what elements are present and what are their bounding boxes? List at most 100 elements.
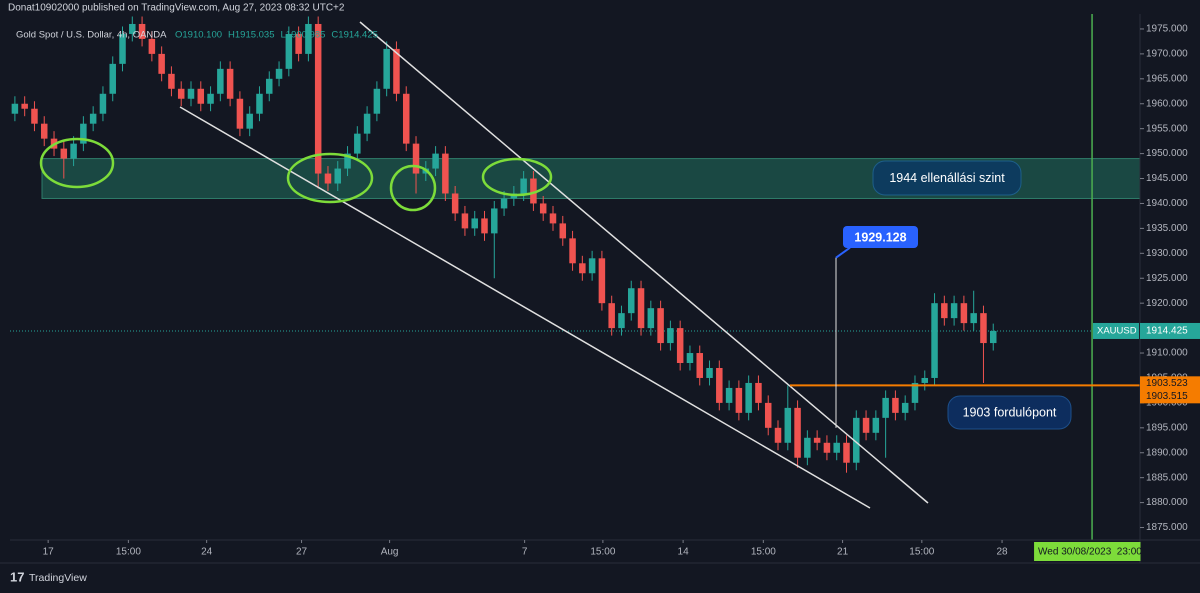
candle-body: [745, 382, 752, 413]
candle-body: [725, 387, 733, 403]
candle-body: [60, 148, 68, 159]
candle-body: [588, 258, 596, 274]
highlight-ellipse: [39, 137, 115, 189]
candle-body: [950, 303, 958, 319]
x-tick-label: 24: [201, 547, 213, 558]
candle-body: [236, 98, 244, 129]
x-tick-label: 15:00: [116, 547, 141, 558]
y-tick-label: 1910.000: [1146, 348, 1188, 359]
candle-body: [207, 93, 214, 104]
candle-body: [696, 353, 703, 378]
candle-body: [491, 208, 498, 234]
price-tag: [1140, 322, 1200, 339]
x-tick-label: 14: [678, 547, 690, 558]
candle-body: [598, 258, 606, 304]
logo-mark: 17: [10, 569, 24, 584]
symbol-tag: [1093, 322, 1139, 339]
candle-body: [823, 442, 831, 453]
axes: 1875.000 1880.000 1885.000 1890.000 1895.000…: [43, 24, 1200, 563]
candle-body: [275, 68, 283, 79]
candle-body: [941, 303, 948, 319]
candle-body: [158, 53, 165, 74]
zone-label-box: [872, 160, 1022, 196]
candle-body: [647, 308, 655, 329]
candle-body: [579, 263, 586, 274]
y-tick-label: 1935.000: [1146, 223, 1188, 234]
x-tick-label: 21: [837, 547, 849, 558]
candle-body: [980, 313, 987, 344]
level-tag-label: 1903.515: [1146, 391, 1188, 402]
x-tick-label: 15:00: [590, 547, 615, 558]
level-label: 1903 fordulópont: [963, 405, 1057, 419]
x-tick-label: Aug: [381, 547, 399, 558]
candle-body: [402, 93, 410, 144]
candle-body: [882, 397, 889, 418]
y-tick-label: 1975.000: [1146, 24, 1188, 35]
candle-body: [530, 178, 537, 204]
y-tick-label: 1945.000: [1146, 173, 1188, 184]
candle-body: [520, 178, 527, 194]
x-tick-label: 17: [43, 547, 55, 558]
candle-body: [70, 143, 77, 159]
candle-body: [363, 113, 371, 134]
candle-body: [549, 213, 557, 224]
candle-body: [99, 93, 107, 114]
y-tick-label: 1970.000: [1146, 49, 1188, 60]
candle-body: [256, 93, 263, 114]
candle-body: [138, 23, 146, 39]
candle-body: [295, 33, 302, 54]
candle-body: [921, 377, 929, 383]
candle-body: [706, 367, 713, 378]
measure-label: 1929.128: [854, 230, 906, 244]
candle-body: [217, 68, 224, 94]
candle-body: [931, 303, 938, 378]
candle-body: [266, 78, 273, 94]
candle-body: [383, 48, 390, 89]
candle-body: [412, 143, 420, 174]
y-tick-label: 1880.000: [1146, 497, 1188, 508]
level-tag: [1140, 376, 1200, 404]
candle-body: [735, 387, 743, 413]
x-tick-label: 28: [996, 547, 1008, 558]
candle-body: [373, 88, 381, 114]
y-tick-label: 1965.000: [1146, 73, 1188, 84]
y-tick-label: 1930.000: [1146, 248, 1188, 259]
candle-body: [960, 303, 968, 324]
candle-body: [31, 108, 38, 124]
candle-body: [813, 437, 821, 443]
candle-body: [794, 407, 801, 458]
candle-body: [80, 123, 87, 144]
candle-body: [451, 193, 459, 214]
candle-body: [764, 402, 772, 428]
candle-body: [862, 417, 870, 433]
plot-area: 1929.128 1944 ellenállási szint 1903 fordu…: [10, 14, 1140, 540]
level-tag-label: 1903.523: [1146, 378, 1188, 389]
brand[interactable]: TradingView: [29, 572, 87, 584]
legend-value: C1914.425: [331, 30, 377, 41]
candle-body: [148, 38, 156, 54]
candle-body: [334, 168, 341, 184]
candle-body: [676, 328, 684, 364]
candle-body: [716, 367, 723, 403]
chart-title: Gold Spot / U.S. Dollar, 4h, OANDA: [16, 30, 167, 41]
price-tag-label: 1914.425: [1146, 326, 1188, 337]
published-line: Donat10902000 published on TradingView.c…: [8, 3, 345, 14]
candle-body: [21, 103, 28, 109]
candle-body: [226, 68, 234, 99]
candle-body: [11, 103, 19, 114]
x-tick-label: 15:00: [909, 547, 934, 558]
candle-body: [442, 153, 449, 194]
candle-body: [119, 33, 126, 64]
candle-body: [168, 73, 175, 89]
candle-body: [40, 123, 48, 139]
trendline-lower: [179, 106, 871, 509]
candle-body: [481, 218, 488, 234]
candle-body: [471, 218, 478, 229]
candle-body: [686, 353, 694, 364]
y-tick-label: 1950.000: [1146, 148, 1188, 159]
x-tick-label: 27: [296, 547, 308, 558]
candle-body: [833, 442, 840, 453]
measure-pointer: [835, 246, 851, 259]
level-label-box: [947, 395, 1072, 430]
